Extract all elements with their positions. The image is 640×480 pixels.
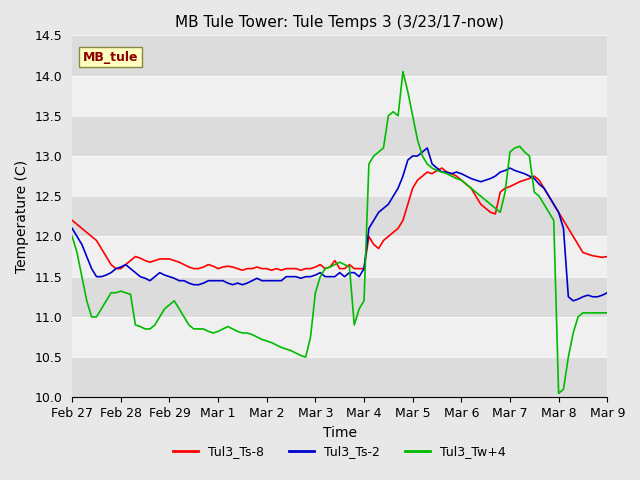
Tul3_Ts-8 [438, 165, 445, 171]
Tul3_Tw+4 [205, 328, 212, 334]
Tul3_Ts-8 [273, 266, 280, 272]
Bar [72, 36, 607, 75]
Bar [72, 317, 607, 357]
Tul3_Ts-2 [68, 226, 76, 231]
Tul3_Ts-2 [380, 205, 387, 211]
Tul3_Ts-2 [604, 290, 611, 296]
Tul3_Ts-2 [268, 278, 275, 284]
Tul3_Tw+4 [399, 69, 407, 74]
Tul3_Ts-2 [424, 145, 431, 151]
X-axis label: Time: Time [323, 426, 356, 440]
Tul3_Tw+4 [68, 234, 76, 240]
Tul3_Tw+4 [380, 145, 387, 151]
Title: MB Tule Tower: Tule Temps 3 (3/23/17-now): MB Tule Tower: Tule Temps 3 (3/23/17-now… [175, 15, 504, 30]
Tul3_Ts-8 [205, 262, 212, 267]
Tul3_Ts-8 [190, 266, 198, 272]
Bar [72, 116, 607, 156]
Legend: Tul3_Ts-8, Tul3_Ts-2, Tul3_Tw+4: Tul3_Ts-8, Tul3_Ts-2, Tul3_Tw+4 [168, 441, 511, 464]
Bar [72, 276, 607, 317]
Tul3_Ts-8 [594, 253, 602, 259]
Bar [72, 75, 607, 116]
Tul3_Ts-8 [385, 234, 392, 240]
Tul3_Tw+4 [555, 390, 563, 396]
Tul3_Ts-2 [570, 298, 577, 304]
Y-axis label: Temperature (C): Temperature (C) [15, 160, 29, 273]
Bar [72, 196, 607, 237]
Bar [72, 357, 607, 397]
Tul3_Tw+4 [190, 326, 198, 332]
Tul3_Ts-2 [190, 282, 198, 288]
Tul3_Ts-2 [594, 294, 602, 300]
Tul3_Ts-2 [316, 270, 324, 276]
Tul3_Ts-2 [205, 278, 212, 284]
Tul3_Ts-8 [239, 267, 246, 273]
Tul3_Ts-8 [321, 266, 329, 272]
Tul3_Ts-8 [68, 217, 76, 223]
Line: Tul3_Ts-8: Tul3_Ts-8 [72, 168, 607, 270]
Tul3_Tw+4 [604, 310, 611, 316]
Tul3_Tw+4 [268, 340, 275, 346]
Bar [72, 156, 607, 196]
Line: Tul3_Tw+4: Tul3_Tw+4 [72, 72, 607, 393]
Tul3_Tw+4 [316, 274, 324, 279]
Tul3_Tw+4 [594, 310, 602, 316]
Line: Tul3_Ts-2: Tul3_Ts-2 [72, 148, 607, 301]
Bar [72, 237, 607, 276]
Text: MB_tule: MB_tule [83, 51, 138, 64]
Tul3_Ts-8 [604, 253, 611, 259]
